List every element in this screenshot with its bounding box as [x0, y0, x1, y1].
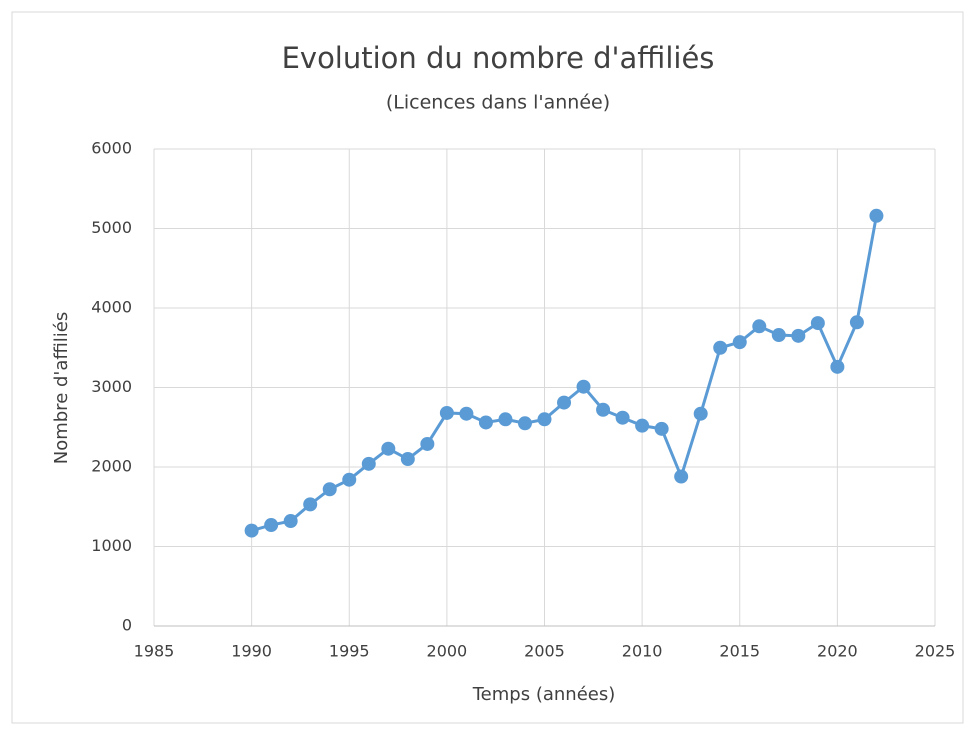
- data-point: [517, 416, 532, 431]
- y-tick-label: 4000: [91, 298, 132, 317]
- data-point: [478, 415, 493, 430]
- data-point: [791, 328, 806, 343]
- data-point: [674, 469, 689, 484]
- x-axis-title: Temps (années): [472, 684, 616, 705]
- data-point: [498, 412, 513, 427]
- x-tick-label: 1995: [329, 642, 370, 661]
- data-point: [264, 518, 279, 533]
- data-point: [615, 410, 630, 425]
- chart-subtitle: (Licences dans l'année): [386, 92, 610, 114]
- data-point: [557, 395, 572, 410]
- data-point: [752, 319, 767, 334]
- y-tick-label: 3000: [91, 377, 132, 396]
- data-point: [596, 402, 611, 417]
- y-axis-title: Nombre d'affiliés: [51, 312, 72, 465]
- data-point: [713, 340, 728, 355]
- x-tick-label: 2000: [427, 642, 468, 661]
- data-point: [654, 421, 669, 436]
- y-tick-label: 6000: [91, 139, 132, 158]
- data-point: [869, 208, 884, 223]
- data-point: [342, 472, 357, 487]
- data-point: [732, 335, 747, 350]
- data-point: [381, 441, 396, 456]
- y-tick-label: 0: [122, 616, 132, 635]
- x-tick-label: 2005: [524, 642, 565, 661]
- data-point: [420, 436, 435, 451]
- x-tick-label: 2020: [817, 642, 858, 661]
- data-point: [635, 418, 650, 433]
- x-tick-label: 1985: [134, 642, 175, 661]
- y-tick-label: 5000: [91, 218, 132, 237]
- x-tick-label: 1990: [231, 642, 272, 661]
- data-point: [322, 482, 337, 497]
- data-point: [849, 315, 864, 330]
- data-point: [771, 328, 786, 343]
- data-point: [400, 452, 415, 467]
- data-point: [244, 523, 259, 538]
- x-tick-label: 2025: [915, 642, 956, 661]
- data-point: [576, 379, 591, 394]
- data-point: [361, 456, 376, 471]
- data-point: [830, 359, 845, 374]
- data-point: [303, 497, 318, 512]
- data-point: [459, 406, 474, 421]
- x-tick-label: 2015: [719, 642, 760, 661]
- y-tick-label: 1000: [91, 536, 132, 555]
- chart-border: [11, 11, 964, 724]
- data-point: [283, 514, 298, 529]
- data-point: [439, 405, 454, 420]
- chart-title: Evolution du nombre d'affiliés: [282, 41, 715, 75]
- data-point: [810, 316, 825, 331]
- y-tick-label: 2000: [91, 457, 132, 476]
- data-point: [693, 406, 708, 421]
- x-tick-label: 2010: [622, 642, 663, 661]
- data-point: [537, 412, 552, 427]
